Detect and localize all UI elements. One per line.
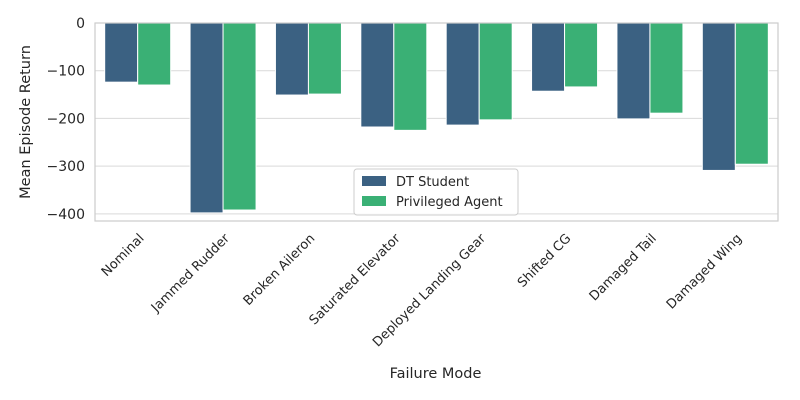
bar-privileged-agent [649, 22, 684, 114]
y-tick-label: −300 [47, 159, 85, 175]
plot-frame [94, 22, 779, 222]
bar-privileged-agent [478, 22, 513, 121]
legend-swatch [362, 176, 386, 186]
bar-privileged-agent [393, 22, 428, 131]
bar-privileged-agent [137, 22, 172, 86]
legend-swatch [362, 196, 386, 206]
bar-dt-student [616, 22, 651, 120]
y-tick-label: −200 [47, 111, 85, 127]
y-tick-label: −400 [47, 207, 85, 223]
bar-privileged-agent [222, 22, 257, 211]
bar-dt-student [104, 22, 139, 83]
y-tick-label: −100 [47, 64, 85, 80]
bar-privileged-agent [564, 22, 599, 88]
legend: DT Student Privileged Agent [353, 168, 519, 216]
bar-dt-student [531, 22, 566, 92]
bar-privileged-agent [734, 22, 769, 165]
bar-dt-student [360, 22, 395, 128]
y-tick-label: 0 [76, 16, 85, 32]
bars [104, 22, 769, 214]
bar-dt-student [274, 22, 309, 96]
legend-label: Privileged Agent [396, 195, 503, 210]
bar-dt-student [445, 22, 480, 126]
bar-dt-student [189, 22, 224, 214]
legend-label: DT Student [396, 175, 469, 190]
bar-privileged-agent [307, 22, 342, 95]
x-axis-title: Failure Mode [390, 366, 482, 382]
y-axis-ticks: 0 −100 −200 −300 −400 [47, 16, 85, 223]
legend-box [353, 168, 519, 216]
y-axis-title: Mean Episode Return [18, 45, 34, 199]
bar-dt-student [701, 22, 736, 171]
